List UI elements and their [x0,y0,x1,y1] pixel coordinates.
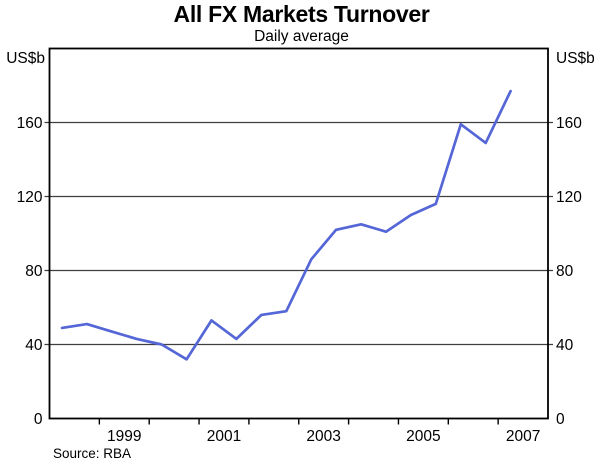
x-tick-label-1999: 1999 [107,428,141,445]
y-tick-label-left-160: 160 [17,115,43,132]
y-tick-label-right-120: 120 [556,189,582,206]
y-tick-label-right-80: 80 [556,263,574,280]
x-tick-label-2003: 2003 [306,428,340,445]
y-axis-unit-right: US$b [556,50,595,67]
y-tick-label-left-120: 120 [17,189,43,206]
chart-subtitle: Daily average [254,28,349,45]
y-tick-label-left-0: 0 [34,411,43,428]
y-tick-label-right-0: 0 [556,411,565,428]
x-tick-label-2007: 2007 [506,428,540,445]
y-tick-label-right-160: 160 [556,115,582,132]
y-tick-label-right-40: 40 [556,337,574,354]
plot-border [48,47,549,420]
x-tick-label-2005: 2005 [406,428,440,445]
turnover-line [60,89,512,361]
y-axis-unit-left: US$b [6,50,45,67]
source-note: Source: RBA [53,446,132,461]
x-tick-label-2001: 2001 [207,428,241,445]
chart-title: All FX Markets Turnover [173,1,430,27]
y-tick-label-left-80: 80 [25,263,43,280]
y-tick-label-left-40: 40 [25,337,43,354]
